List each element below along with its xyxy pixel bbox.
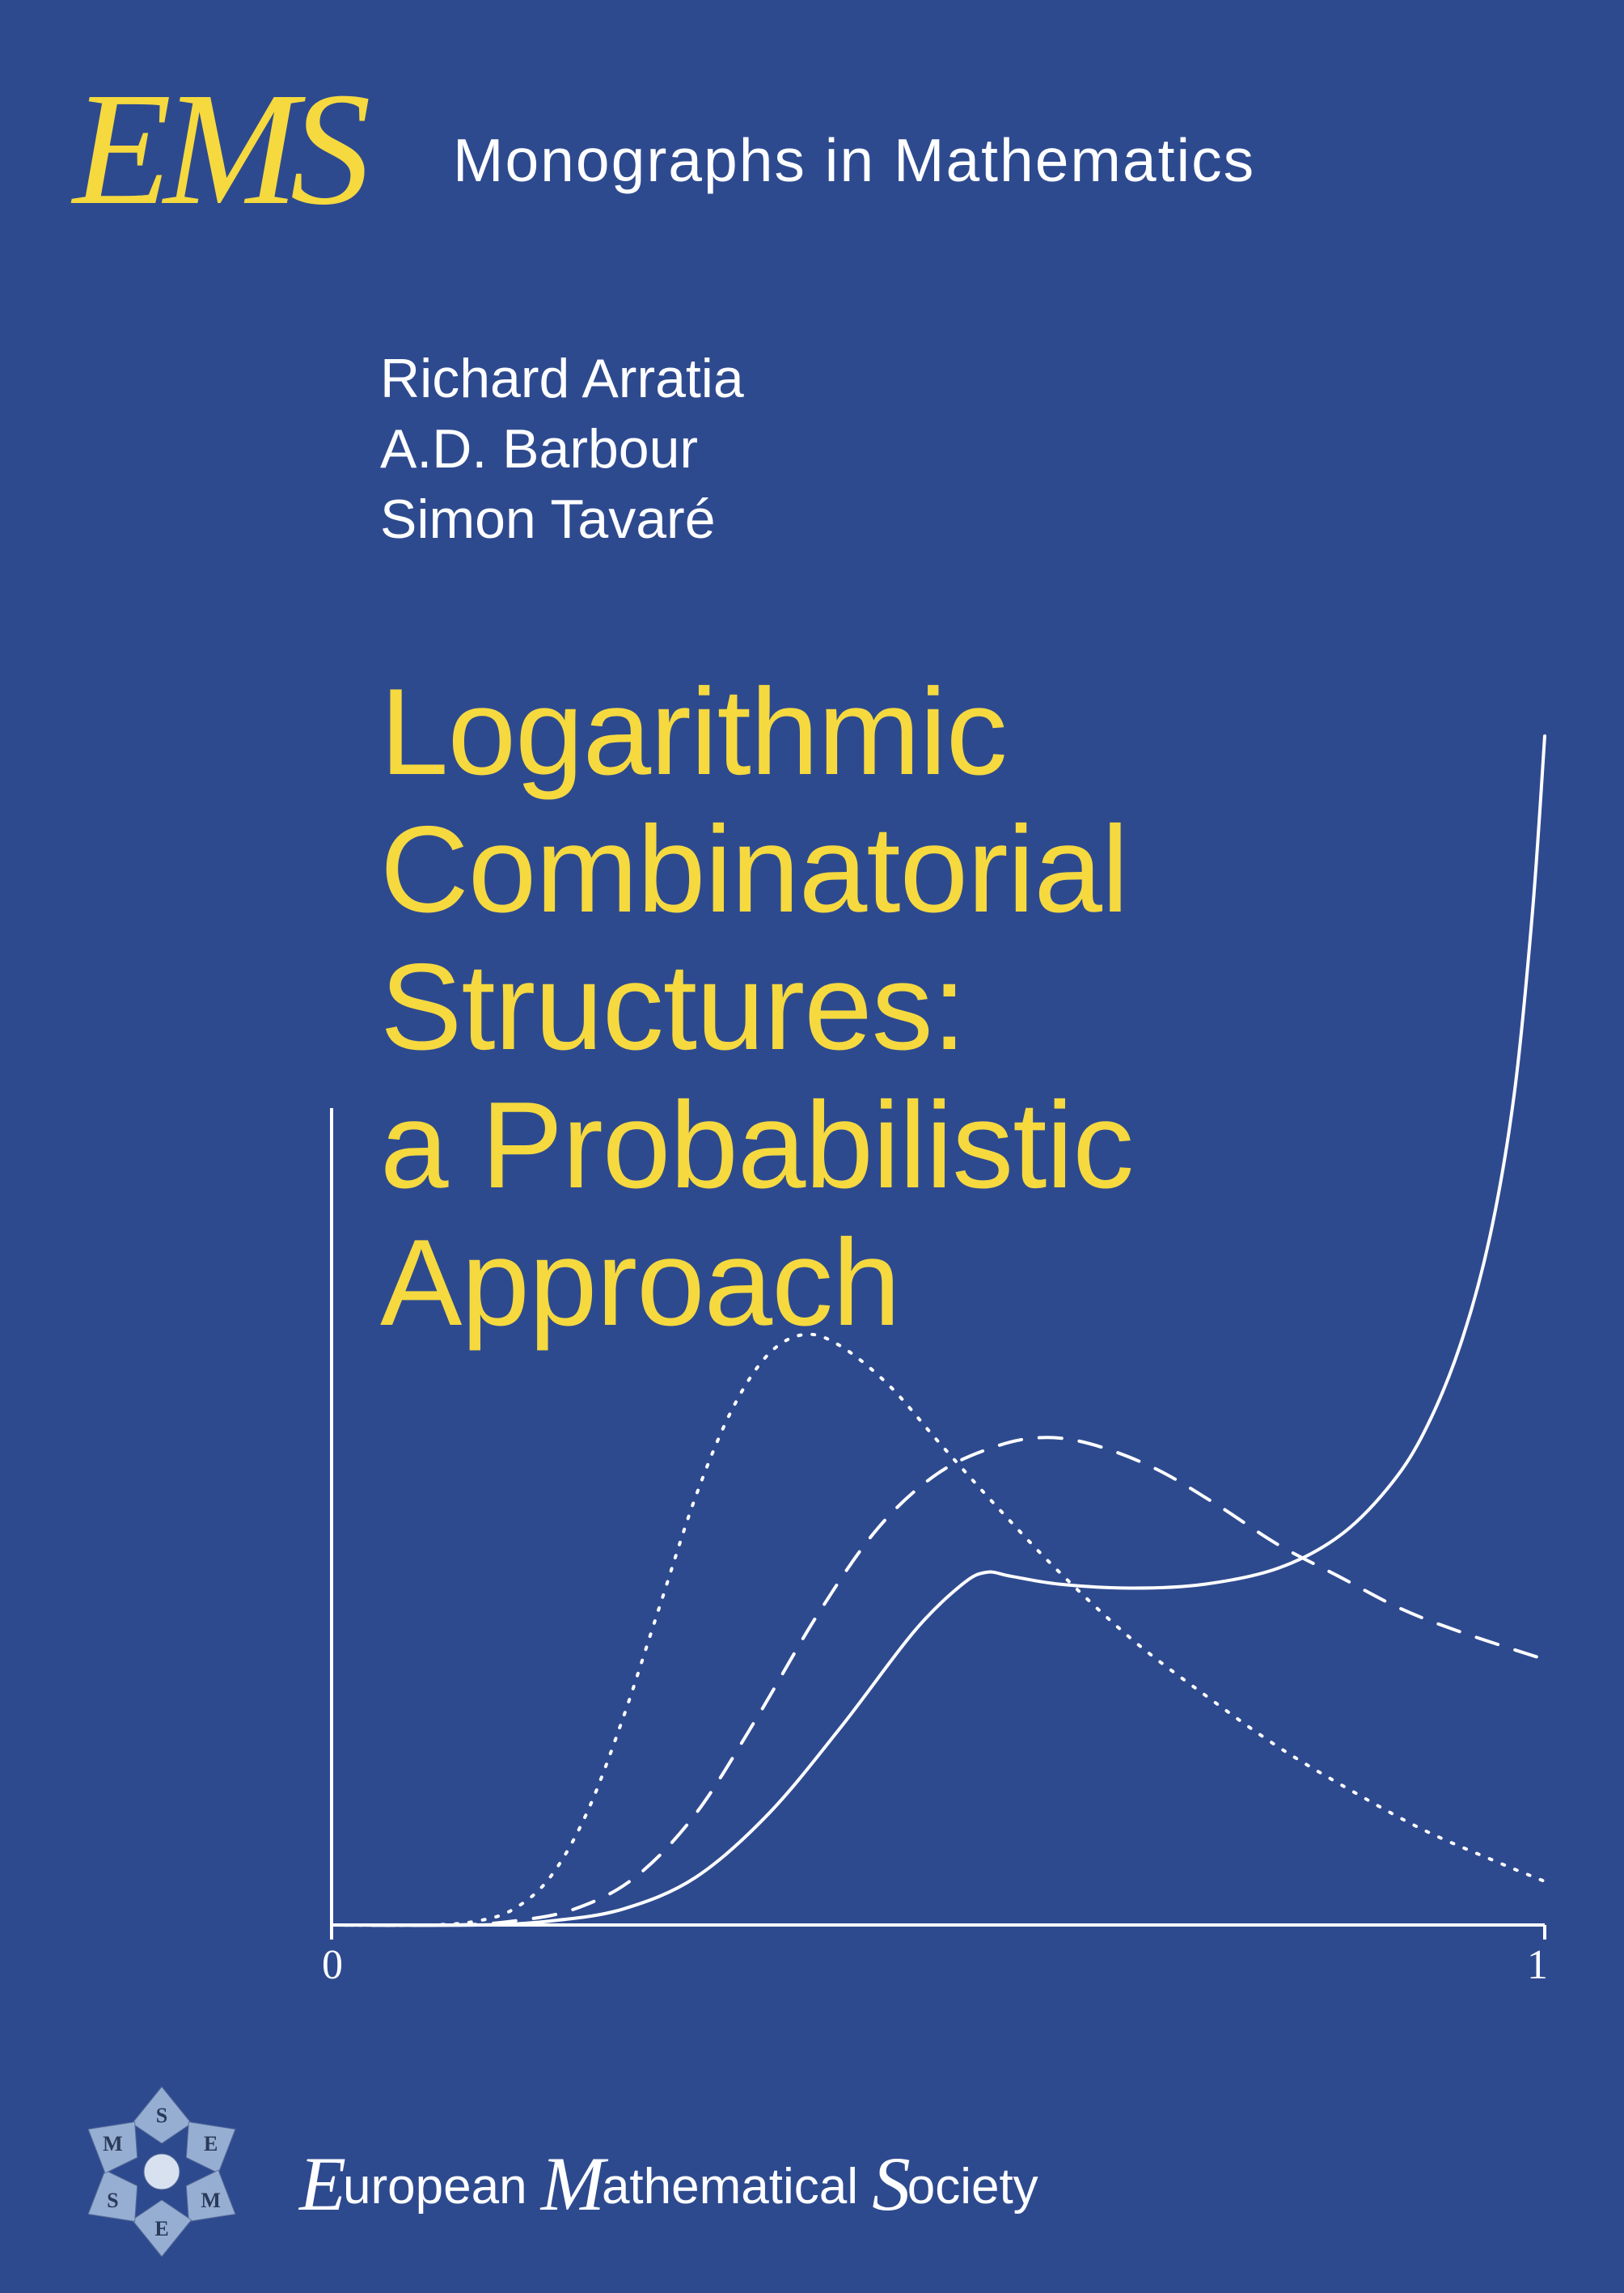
title-line-1: Logarithmic [380,663,1133,801]
ems-emblem: S E M E S M [69,2079,255,2265]
svg-text:M: M [201,2189,221,2212]
title-line-3: Structures: [380,938,1133,1076]
x-axis-label-1: 1 [1527,1941,1548,1989]
svg-text:M: M [103,2132,123,2156]
chart-svg [299,1108,1561,1965]
author-3: Simon Tavaré [380,484,744,555]
title-line-2: Combinatorial [380,801,1133,938]
authors-block: Richard Arratia A.D. Barbour Simon Tavar… [380,344,744,555]
svg-text:E: E [204,2132,218,2156]
publisher-rest-1: uropean [343,2159,541,2215]
svg-text:S: S [156,2104,167,2127]
author-2: A.D. Barbour [380,414,744,484]
publisher-rest-3: ociety [907,2159,1038,2215]
publisher-cap-1: E [299,2139,346,2228]
publisher-name: European Mathematical Society [299,2139,1038,2228]
author-1: Richard Arratia [380,344,744,414]
svg-text:E: E [154,2217,168,2240]
emblem-svg: S E M E S M [69,2079,255,2265]
publisher-cap-2: M [541,2139,605,2228]
publisher-cap-3: S [872,2139,911,2228]
svg-text:S: S [107,2189,118,2212]
x-axis-label-0: 0 [322,1941,343,1989]
ems-logo: EMS [73,57,363,242]
publisher-rest-2: athematical [602,2159,872,2215]
distribution-chart [299,1108,1561,1965]
series-name: Monographs in Mathematics [453,125,1255,195]
